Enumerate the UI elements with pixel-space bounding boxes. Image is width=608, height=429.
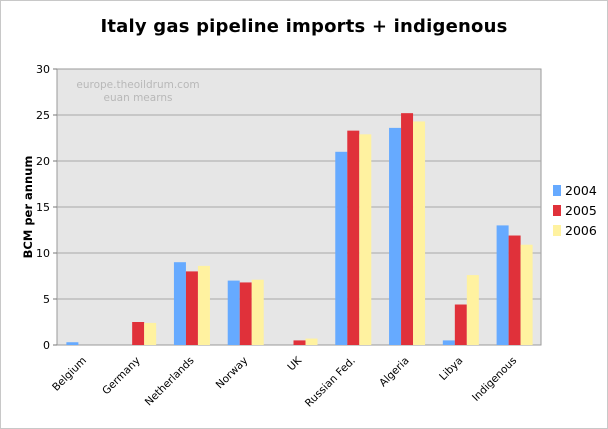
bar [359,134,372,345]
x-tick-label: Libya [437,355,465,383]
bar [66,342,79,345]
bar [251,279,264,345]
x-tick-label: Russian Fed. [303,355,358,410]
bar [185,271,198,345]
y-tick-label: 10 [36,247,50,260]
y-tick-label: 25 [36,109,50,122]
legend-swatch [553,184,561,196]
bar [144,322,157,345]
legend-item: 2005 [553,200,597,220]
chart-title: Italy gas pipeline imports + indigenous [100,16,508,37]
y-tick-label: 15 [36,201,50,214]
bar [454,304,467,345]
bar [389,127,402,345]
legend-swatch [553,204,561,216]
x-ticks: Belgium Germany Netherlands Norway UKRussian… [50,354,519,410]
y-tick-label: 20 [36,155,50,168]
bar [520,244,533,345]
bar [335,151,348,345]
y-ticks: 0 5 10 15 20 25 30 [36,63,57,352]
legend-item: 2004 [553,180,597,200]
x-tick-label: Norway [214,355,251,392]
legend-label: 2004 [565,182,597,198]
bar [173,262,186,345]
bar [305,338,318,345]
x-tick-label: Indigenous [470,355,519,404]
bar [413,121,426,345]
bar [227,280,240,345]
legend-label: 2006 [565,222,597,238]
watermark-text: euan mearns [104,92,173,104]
bar [466,275,479,345]
y-tick-label: 0 [43,339,50,352]
watermark-text: europe.theoildrum.com [76,79,199,91]
y-tick-label: 30 [36,63,50,76]
x-tick-label: Algeria [377,355,412,390]
plot-area [56,68,542,346]
bar [347,130,360,345]
legend-swatch [553,224,561,236]
bar [293,340,306,345]
bar [401,113,414,345]
bar [496,225,509,345]
bar [442,340,455,345]
bar [197,265,210,345]
legend: 2004 2005 2006 [553,180,597,240]
bars [66,113,533,345]
x-tick-label: Germany [100,355,143,398]
y-tick-label: 5 [43,293,50,306]
bar [239,282,252,345]
x-tick-label: Netherlands [143,355,197,409]
x-tick-label: Belgium [50,355,89,394]
legend-label: 2005 [565,202,597,218]
x-tick-label: UK [285,354,305,374]
legend-item: 2006 [553,220,597,240]
bar [132,322,145,345]
bar [508,235,521,345]
